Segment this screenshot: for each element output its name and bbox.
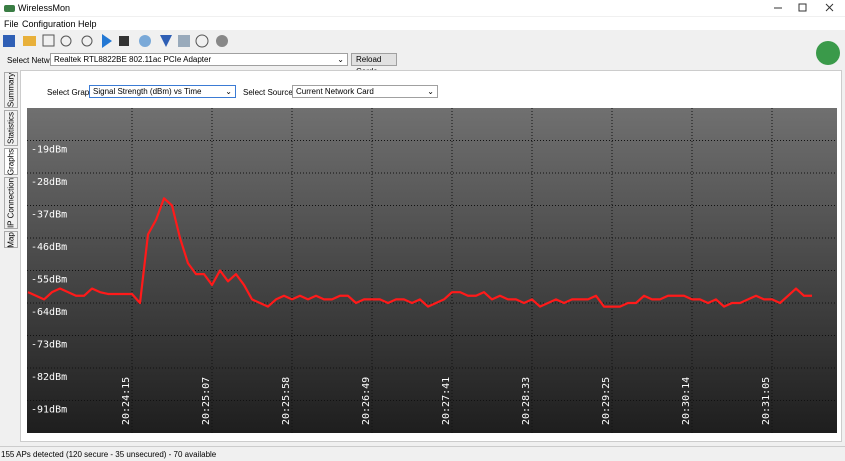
network-card-select[interactable]: Realtek RTL8822BE 802.11ac PCIe Adapter ⌄ (50, 53, 348, 66)
x-tick-label: 20:28:33 (521, 377, 532, 425)
x-tick-label: 20:24:15 (121, 377, 132, 425)
menu-item[interactable]: File (4, 19, 19, 29)
source-label: Select Source (243, 88, 293, 97)
source-select[interactable]: Current Network Card ⌄ (292, 85, 438, 98)
tool-play[interactable] (102, 34, 112, 48)
tab-label: IP Connection (6, 177, 16, 229)
toolbar (3, 34, 840, 65)
tool-info[interactable] (195, 34, 209, 48)
tab-active[interactable]: Graphs (4, 148, 18, 175)
tool-open[interactable] (23, 36, 36, 46)
y-tick-label: -19dBm (31, 145, 67, 156)
tool-save[interactable] (3, 35, 15, 47)
tab-label: Map (6, 231, 16, 248)
tab[interactable]: IP Connection (4, 177, 18, 229)
network-card-label: Select Network Card (7, 56, 81, 65)
tool-unlink[interactable] (81, 35, 93, 47)
tool-stop[interactable] (119, 36, 129, 46)
graph-label: Select Graph (47, 88, 94, 97)
y-tick-label: -28dBm (31, 177, 67, 188)
y-tick-label: -46dBm (31, 242, 67, 253)
tab-label: Graphs (6, 148, 16, 175)
tool-filter[interactable] (160, 35, 172, 47)
x-tick-label: 20:26:49 (361, 377, 372, 425)
tool-refresh[interactable] (139, 35, 151, 47)
x-tick-label: 20:25:58 (281, 377, 292, 425)
tab-label: Summary (6, 72, 16, 108)
x-tick-label: 20:31:05 (761, 377, 772, 425)
window-controls[interactable] (770, 2, 840, 14)
reload-button[interactable]: Reload Cards (351, 53, 397, 76)
title-bar: WirelessMon (0, 0, 845, 16)
status-text: 155 APs detected (120 secure - 35 unsecu… (1, 450, 217, 459)
y-tick-label: -91dBm (31, 405, 67, 416)
tab[interactable]: Summary (4, 72, 18, 108)
network-card-value: Realtek RTL8822BE 802.11ac PCIe Adapter (54, 55, 212, 64)
x-tick-label: 20:27:41 (441, 377, 452, 425)
app-icon (4, 5, 15, 12)
menu-item[interactable]: Help (78, 19, 97, 29)
graph-select[interactable]: Signal Strength (dBm) vs Time ⌄ (89, 85, 236, 98)
app-logo (816, 41, 840, 65)
tool-settings[interactable] (216, 35, 228, 47)
source-value: Current Network Card (296, 87, 374, 96)
y-tick-label: -73dBm (31, 340, 67, 351)
chart: -19dBm -28dBm -37dBm -46dBm -55dBm -64dBm -73d… (27, 108, 837, 433)
menu-bar: File Configuration Help (0, 17, 845, 30)
window-title: WirelessMon (18, 3, 71, 13)
menu-item[interactable]: Configuration (22, 19, 76, 29)
signal-line (27, 197, 812, 308)
x-tick-label: 20:25:07 (201, 377, 212, 425)
y-tick-label: -37dBm (31, 210, 67, 221)
tool-map[interactable] (178, 35, 190, 47)
y-tick-label: -55dBm (31, 275, 67, 286)
x-tick-label: 20:29:25 (601, 377, 612, 425)
tool-edit[interactable] (42, 34, 55, 47)
x-tick-label: 20:30:14 (681, 377, 692, 425)
status-bar: 155 APs detected (120 secure - 35 unsecu… (0, 446, 845, 461)
tab[interactable]: Statistics (4, 110, 18, 146)
tab[interactable]: Map (4, 231, 18, 248)
tool-link[interactable] (60, 35, 72, 47)
y-tick-label: -82dBm (31, 372, 67, 383)
tab-label: Statistics (6, 111, 16, 145)
graph-value: Signal Strength (dBm) vs Time (93, 87, 202, 96)
y-tick-label: -64dBm (31, 307, 67, 318)
